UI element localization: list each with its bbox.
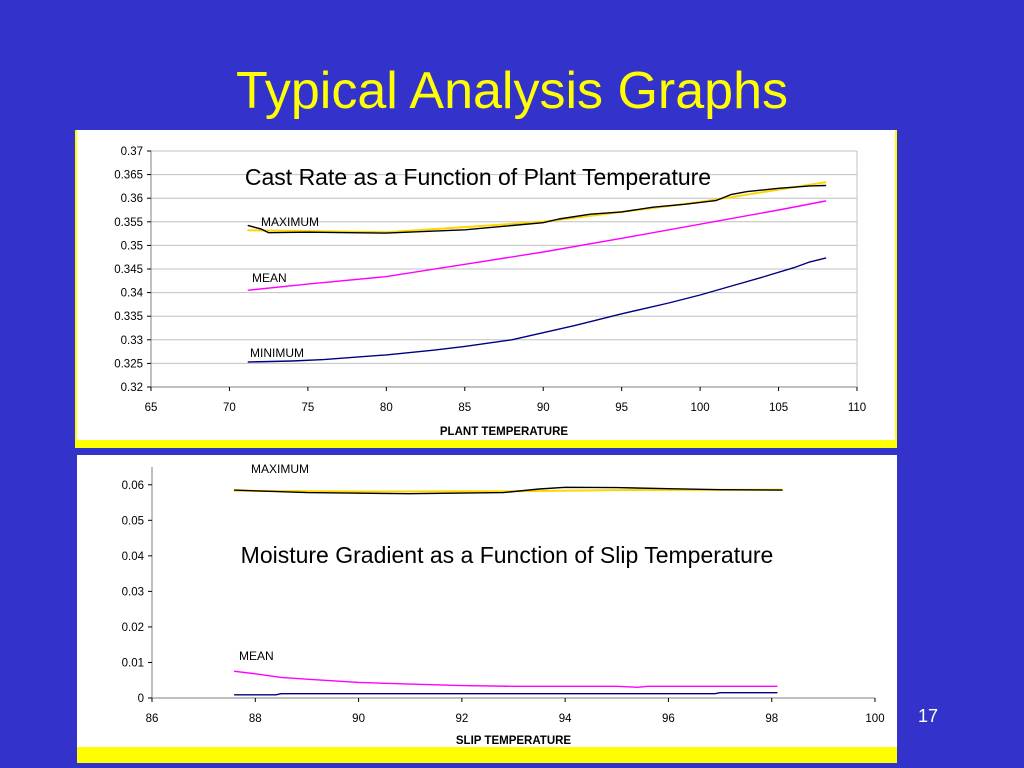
x-tick-label: 100 bbox=[691, 402, 710, 414]
y-tick-label: 0.04 bbox=[122, 551, 145, 563]
y-tick-label: 0.03 bbox=[122, 586, 144, 598]
x-tick-label: 65 bbox=[145, 402, 158, 414]
y-tick-label: 0.335 bbox=[114, 311, 143, 323]
series-annotation: MINIMUM bbox=[250, 346, 304, 360]
slide-title: Typical Analysis Graphs bbox=[235, 62, 789, 120]
x-axis-label: PLANT TEMPERATURE bbox=[440, 426, 569, 438]
x-axis-label: SLIP TEMPERATURE bbox=[456, 735, 572, 747]
x-tick-label: 85 bbox=[458, 402, 471, 414]
series-line-maximum bbox=[233, 486, 783, 495]
page-number: 17 bbox=[917, 706, 939, 726]
x-tick-label: 98 bbox=[765, 713, 778, 725]
cast-rate-chart-panel: 0.32 0.325 0.33 0.335 0.34 0.345 0.35 0.355 0.36… bbox=[75, 130, 897, 448]
series-line-mean bbox=[233, 670, 778, 689]
x-tick-label: 80 bbox=[380, 402, 393, 414]
y-tick-label: 0.34 bbox=[121, 288, 144, 300]
x-tick-label: 95 bbox=[615, 402, 628, 414]
moisture-gradient-chart-panel: 0 0.01 0.02 0.03 0.04 0.05 0.06 86 88 90 92 94 96 98 1… bbox=[77, 455, 897, 763]
series-line-maximum bbox=[247, 184, 827, 234]
y-tick-label: 0.345 bbox=[114, 264, 143, 276]
x-tick-label: 96 bbox=[662, 713, 675, 725]
series-line-minimum bbox=[247, 257, 827, 363]
series-annotation: MEAN bbox=[252, 271, 287, 285]
y-tick-label: 0.36 bbox=[121, 193, 143, 205]
x-tick-label: 110 bbox=[848, 402, 866, 414]
chart-area bbox=[77, 455, 897, 747]
y-tick-label: 0 bbox=[138, 693, 144, 705]
x-tick-label: 70 bbox=[223, 402, 236, 414]
chart-title: Moisture Gradient as a Function of Slip … bbox=[241, 542, 774, 568]
y-tick-label: 0.05 bbox=[122, 515, 144, 527]
x-tick-label: 105 bbox=[769, 402, 788, 414]
x-tick-label: 92 bbox=[455, 713, 468, 725]
y-tick-label: 0.325 bbox=[114, 358, 143, 370]
y-tick-label: 0.35 bbox=[121, 240, 143, 252]
cast-rate-chart: 0.32 0.325 0.33 0.335 0.34 0.345 0.35 0.355 0.36… bbox=[77, 130, 895, 440]
x-tick-label: 75 bbox=[301, 402, 314, 414]
y-tick-label: 0.32 bbox=[121, 382, 143, 394]
y-tick-label: 0.355 bbox=[114, 217, 143, 229]
series-line-minimum bbox=[233, 691, 778, 696]
series-annotation: MEAN bbox=[239, 649, 274, 663]
series-line-mean bbox=[247, 200, 827, 291]
x-tick-label: 86 bbox=[146, 713, 159, 725]
x-tick-label: 88 bbox=[249, 713, 262, 725]
chart-area bbox=[77, 130, 895, 440]
x-tick-label: 94 bbox=[559, 713, 572, 725]
y-tick-label: 0.01 bbox=[122, 657, 144, 669]
x-tick-label: 100 bbox=[865, 713, 884, 725]
series-annotation: MAXIMUM bbox=[251, 462, 309, 476]
series-annotation: MAXIMUM bbox=[261, 215, 319, 229]
x-tick-label: 90 bbox=[352, 713, 365, 725]
moisture-gradient-chart: 0 0.01 0.02 0.03 0.04 0.05 0.06 86 88 90 92 94 96 98 1… bbox=[77, 455, 897, 747]
y-tick-label: 0.33 bbox=[121, 335, 143, 347]
chart-title: Cast Rate as a Function of Plant Tempera… bbox=[245, 164, 711, 190]
y-tick-label: 0.37 bbox=[121, 146, 143, 158]
x-tick-label: 90 bbox=[537, 402, 550, 414]
series-line-maximum-trend bbox=[247, 181, 827, 234]
y-tick-label: 0.06 bbox=[122, 480, 144, 492]
y-tick-label: 0.02 bbox=[122, 622, 144, 634]
y-tick-label: 0.365 bbox=[114, 170, 143, 182]
